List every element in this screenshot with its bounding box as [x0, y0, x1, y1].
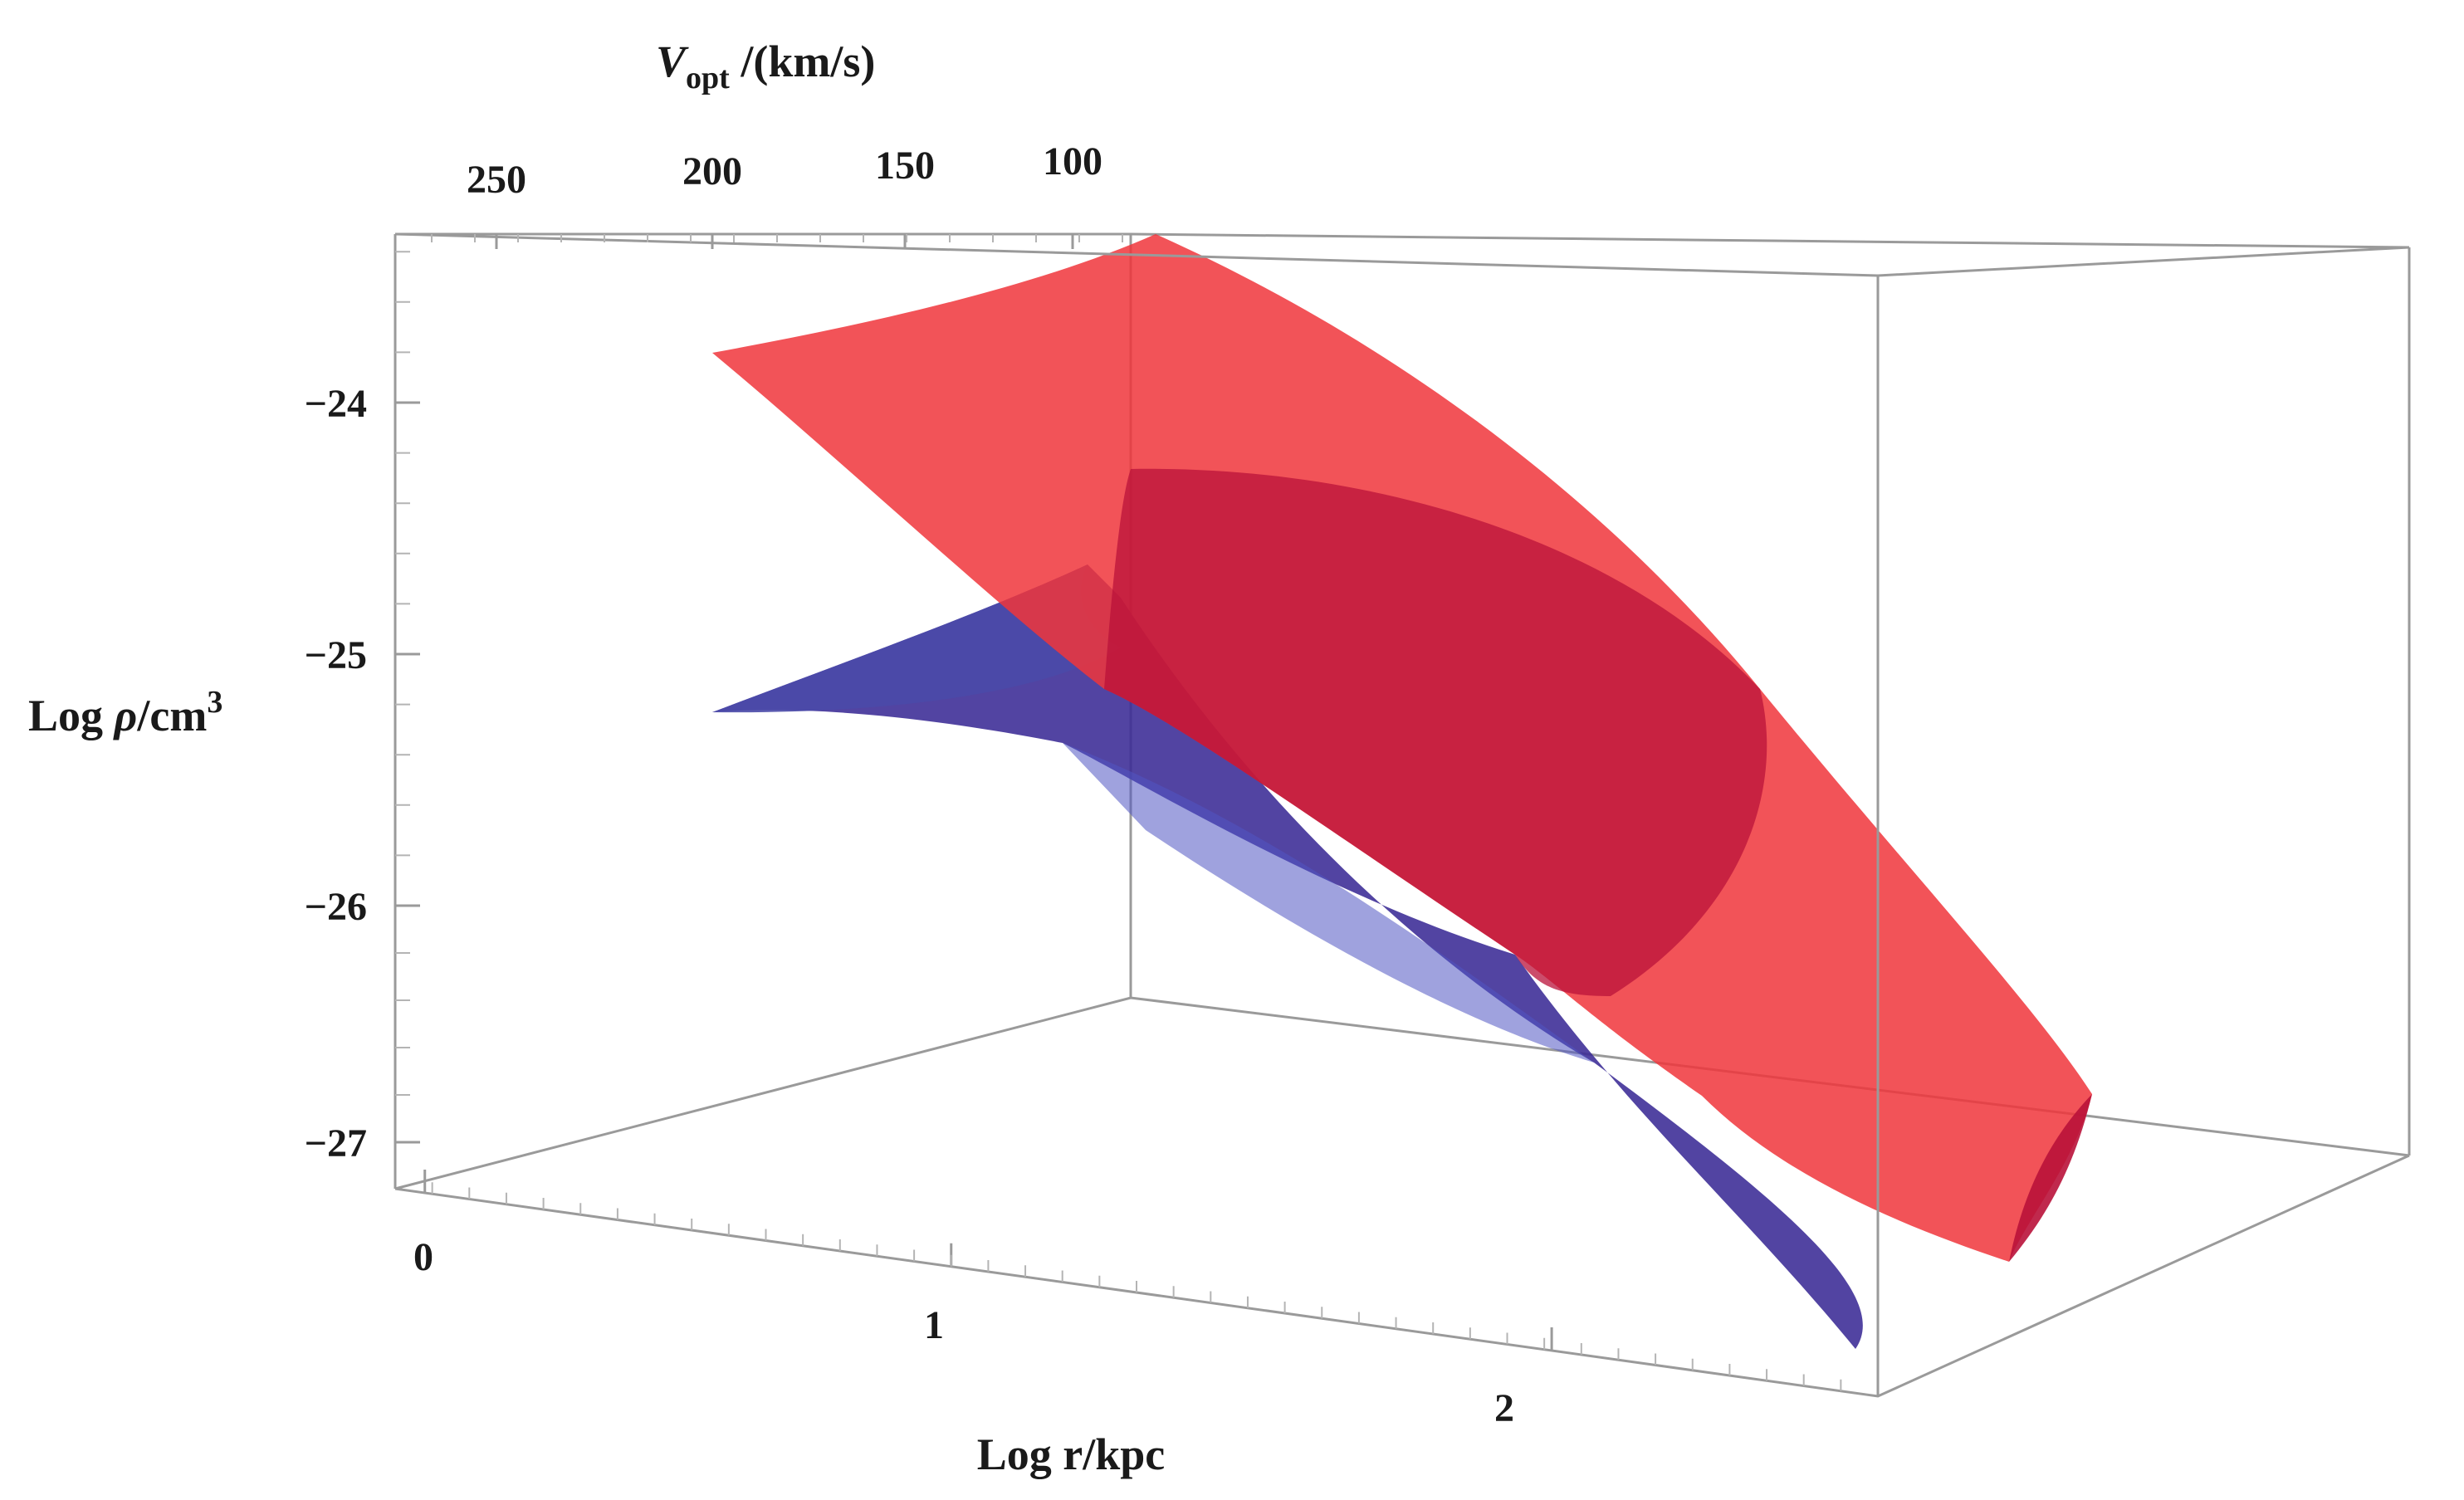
- y-tick-label-0: 250: [467, 158, 526, 202]
- y-axis-title-unit: /(km/s): [730, 37, 876, 86]
- z-axis-title-sup: 3: [207, 685, 222, 720]
- bounding-box-front: [394, 232, 2410, 1398]
- z-tick-label-3: −27: [305, 1121, 367, 1165]
- y-tick-label-1: 200: [682, 149, 742, 193]
- x-tick-label-0: 0: [413, 1235, 433, 1279]
- y-tick-label-3: 100: [1043, 139, 1102, 183]
- y-axis-title-main: V: [656, 37, 689, 86]
- x-axis-title: Log r/kpc: [977, 1429, 1166, 1479]
- z-axis-title-unit: /cm: [136, 691, 207, 740]
- z-tick-label-2: −26: [305, 885, 367, 929]
- z-tick-label-0: −24: [305, 382, 367, 426]
- z-tick-label-1: −25: [305, 633, 367, 677]
- x-tick-label-1: 1: [924, 1303, 944, 1347]
- y-axis-ticks: [431, 234, 1123, 249]
- y-axis-title: Vopt /(km/s): [656, 37, 875, 95]
- red-surface: [712, 234, 2092, 1262]
- y-tick-label-2: 150: [875, 144, 935, 188]
- z-axis-title: Log ρ/cm3: [28, 685, 222, 740]
- z-axis-title-main: Log: [28, 691, 115, 740]
- z-axis-ticks: [395, 251, 420, 1144]
- x-tick-label-2: 2: [1494, 1386, 1514, 1430]
- z-axis-title-rho: ρ: [113, 691, 138, 740]
- y-axis-title-sub: opt: [686, 61, 730, 95]
- x-axis-ticks: [423, 1170, 1842, 1391]
